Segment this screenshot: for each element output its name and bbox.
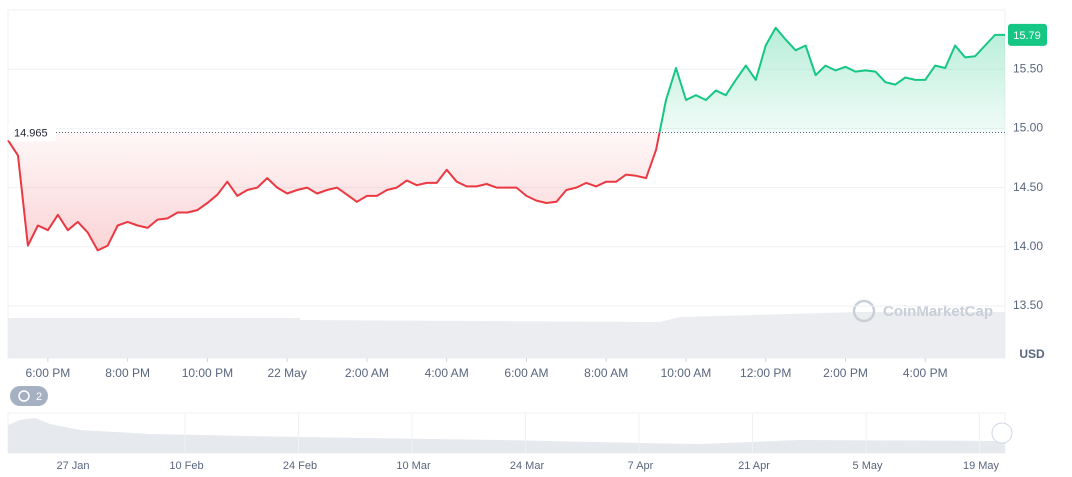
navigator-area [8,418,1005,453]
y-tick-label: 15.50 [1013,61,1043,75]
area [8,27,1005,251]
navigator-label: 10 Feb [169,460,203,472]
x-tick-label: 6:00 PM [26,366,71,380]
baseline-label: 14.965 [14,127,48,139]
x-tick-label: 4:00 AM [425,366,469,380]
navigator-label: 19 May [963,460,1000,472]
x-tick-label: 10:00 AM [661,366,712,380]
x-tick-label: 10:00 PM [182,366,233,380]
watermark: CoinMarketCap [883,303,993,320]
baseline-label-box [8,123,56,142]
navigator-label: 10 Mar [396,460,431,472]
x-tick-label: 6:00 AM [504,366,548,380]
badge-count: 2 [36,391,42,403]
navigator-label: 7 Apr [628,460,654,472]
navigator-label: 24 Mar [510,460,545,472]
navigator-label: 27 Jan [56,460,89,472]
badge-icon [18,390,30,402]
y-tick-label: 14.00 [1013,239,1043,253]
x-tick-label: 4:00 PM [903,366,948,380]
navigator-label: 24 Feb [283,460,317,472]
x-tick-label: 22 May [267,366,306,380]
last-price-label: 15.79 [1013,30,1041,42]
y-tick-label: 15.00 [1013,121,1043,135]
x-tick-label: 12:00 PM [740,366,791,380]
x-tick-label: 2:00 AM [345,366,389,380]
currency-label: USD [1019,347,1045,361]
y-tick-label: 13.50 [1013,298,1043,312]
x-tick-label: 2:00 PM [823,366,868,380]
x-tick-label: 8:00 AM [584,366,628,380]
watermark-logo [852,299,876,323]
y-tick-label: 14.50 [1013,180,1043,194]
navigator-label: 21 Apr [738,460,770,472]
navigator-handle[interactable] [991,422,1013,444]
price-line [7,26,1005,252]
navigator-label: 5 May [853,460,883,472]
x-tick-label: 8:00 PM [105,366,150,380]
volume-area [8,312,1005,358]
last-price-box [1008,23,1047,46]
